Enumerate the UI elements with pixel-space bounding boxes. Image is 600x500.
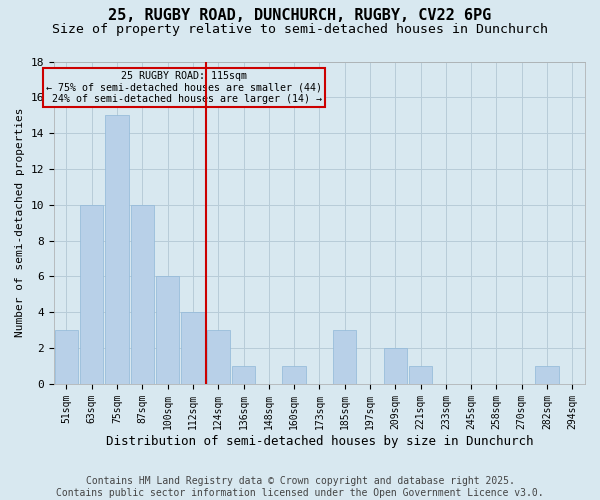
Bar: [283, 366, 306, 384]
Bar: [156, 276, 179, 384]
Bar: [535, 366, 559, 384]
Bar: [333, 330, 356, 384]
Text: 25, RUGBY ROAD, DUNCHURCH, RUGBY, CV22 6PG: 25, RUGBY ROAD, DUNCHURCH, RUGBY, CV22 6…: [109, 8, 491, 22]
Bar: [206, 330, 230, 384]
Text: Contains HM Land Registry data © Crown copyright and database right 2025.
Contai: Contains HM Land Registry data © Crown c…: [56, 476, 544, 498]
Bar: [181, 312, 205, 384]
Y-axis label: Number of semi-detached properties: Number of semi-detached properties: [15, 108, 25, 338]
Bar: [80, 205, 103, 384]
Bar: [55, 330, 78, 384]
Bar: [106, 115, 128, 384]
Text: Size of property relative to semi-detached houses in Dunchurch: Size of property relative to semi-detach…: [52, 22, 548, 36]
Bar: [232, 366, 255, 384]
Bar: [409, 366, 432, 384]
X-axis label: Distribution of semi-detached houses by size in Dunchurch: Distribution of semi-detached houses by …: [106, 434, 533, 448]
Text: 25 RUGBY ROAD: 115sqm
← 75% of semi-detached houses are smaller (44)
 24% of sem: 25 RUGBY ROAD: 115sqm ← 75% of semi-deta…: [46, 71, 322, 104]
Bar: [131, 205, 154, 384]
Bar: [383, 348, 407, 384]
